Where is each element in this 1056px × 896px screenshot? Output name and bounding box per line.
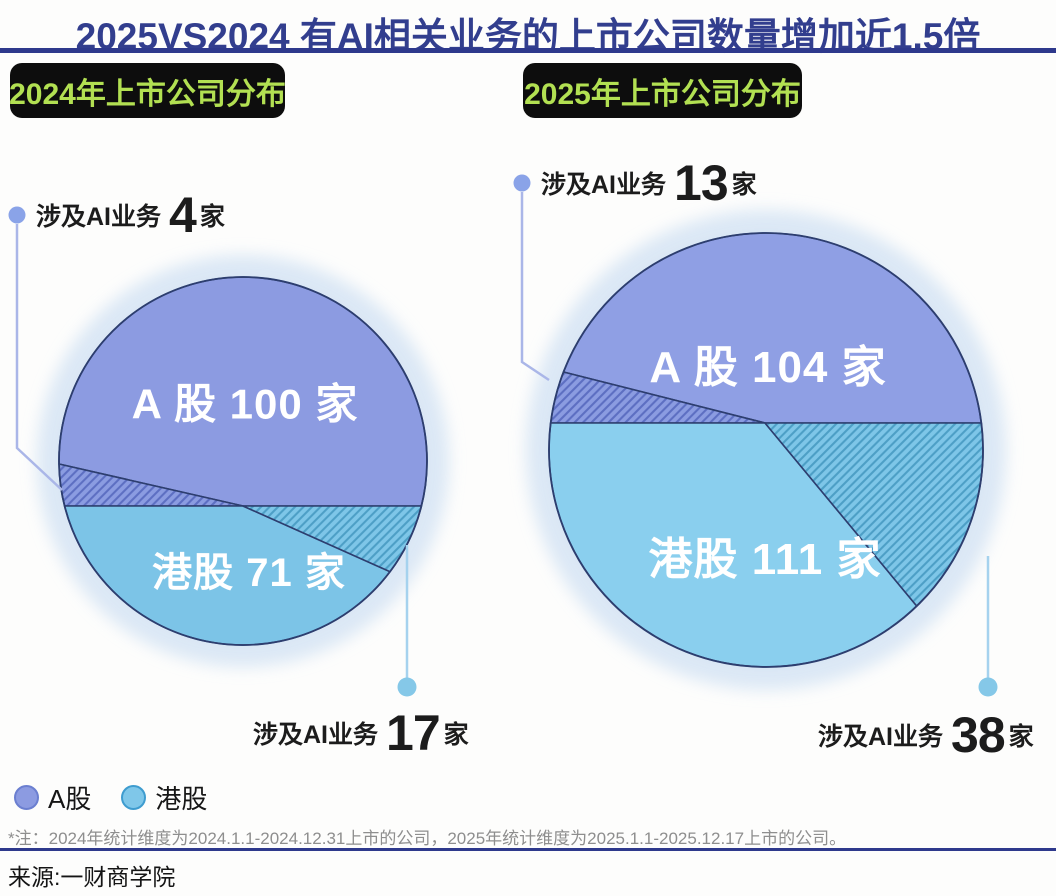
- callout-suffix: 家: [443, 721, 469, 749]
- callout-prefix: 涉及AI业务: [818, 723, 944, 751]
- callout-dot-2024-hk: [397, 677, 417, 697]
- callout-dot-2024-a: [8, 206, 26, 224]
- a-share-swatch-icon: [14, 785, 39, 810]
- callout-value: 13: [674, 155, 729, 211]
- badge-2025-label: 2025年上市公司分布: [524, 77, 801, 111]
- legend: A股 港股: [14, 779, 207, 816]
- callout-prefix: 涉及AI业务: [253, 721, 379, 749]
- badge-2024: 2024年上市公司分布: [9, 63, 286, 118]
- callout-2024-a-share-ai: 涉及AI业务 4 家: [36, 190, 225, 240]
- footnote: *注：2024年统计维度为2024.1.1-2024.12.31上市的公司，20…: [8, 829, 847, 848]
- callout-2025-a-share-ai: 涉及AI业务 13 家: [541, 158, 757, 208]
- pie-2024-outline: [58, 276, 428, 646]
- footer-divider: [0, 848, 1056, 851]
- legend-item-a-share: A股: [14, 779, 91, 816]
- hk-share-swatch-icon: [121, 785, 147, 810]
- legend-label-a-share: A股: [48, 784, 92, 814]
- callout-prefix: 涉及AI业务: [541, 171, 667, 199]
- pie-2025-outline: [548, 232, 984, 668]
- pie-2024-hk-share-label: 港股 71 家: [152, 551, 346, 595]
- source-credit: 来源:一财商学院: [8, 864, 176, 890]
- callout-prefix: 涉及AI业务: [36, 203, 162, 231]
- callout-2024-hk-share-ai: 涉及AI业务 17 家: [253, 708, 469, 758]
- callout-dot-2025-a: [513, 174, 531, 192]
- legend-item-hk-share: 港股: [121, 779, 207, 816]
- callout-suffix: 家: [1008, 723, 1034, 751]
- callout-suffix: 家: [199, 203, 225, 231]
- callout-dot-2025-hk: [978, 677, 998, 697]
- legend-label-hk-share: 港股: [155, 784, 208, 814]
- pie-2025-hk-share-label: 港股 111 家: [648, 535, 882, 584]
- callout-2025-hk-share-ai: 涉及AI业务 38 家: [818, 710, 1034, 760]
- callout-value: 4: [169, 187, 197, 243]
- badge-2025: 2025年上市公司分布: [523, 63, 802, 118]
- callout-line-2024-a: [15, 224, 63, 491]
- callout-value: 38: [951, 707, 1006, 763]
- callout-line-2025-a: [520, 192, 550, 382]
- callout-suffix: 家: [731, 171, 757, 199]
- header-divider: [0, 48, 1056, 53]
- pie-2025-a-share-label: A 股 104 家: [649, 343, 887, 392]
- badge-2024-label: 2024年上市公司分布: [9, 77, 286, 111]
- callout-value: 17: [386, 705, 441, 761]
- pie-2024-a-share-label: A 股 100 家: [131, 380, 359, 428]
